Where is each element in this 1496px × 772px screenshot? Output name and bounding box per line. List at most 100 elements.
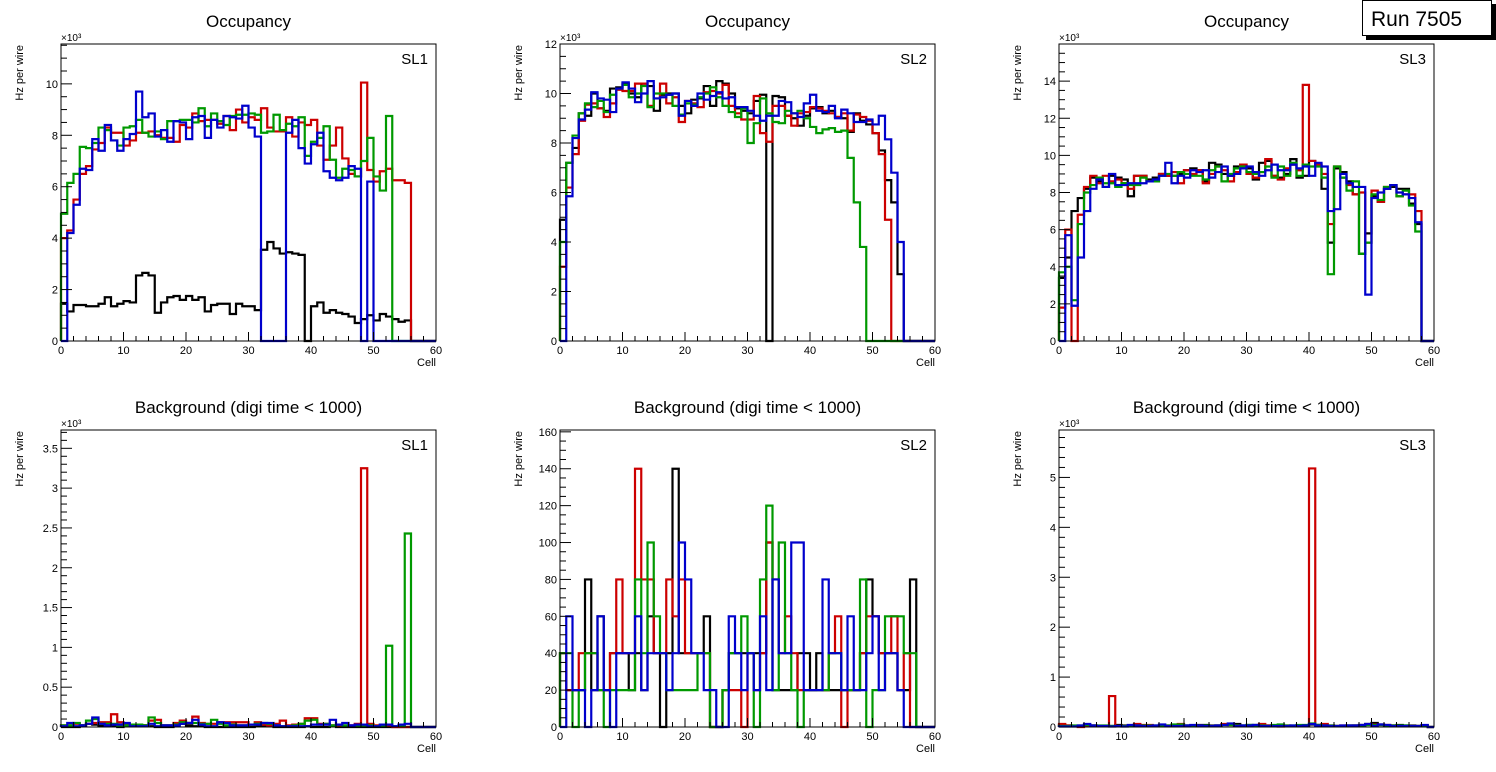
y-tick-label: 8 [551, 138, 557, 150]
y-tick-label: 140 [539, 464, 557, 476]
y-tick-label: 5 [1050, 472, 1056, 484]
y-tick-label: 3.5 [43, 443, 58, 455]
x-tick-label: 10 [1115, 345, 1127, 357]
x-tick-label: 50 [1365, 345, 1377, 357]
y-tick-label: 10 [46, 79, 58, 91]
histogram-series-blue [61, 90, 436, 343]
panel-occ-sl2: Occupancy 0 10 20 30 40 50 60 0 2 4 6 8 10 12×10³ Cell H… [513, 12, 941, 369]
y-axis-label: Hz per wire [1012, 45, 1024, 101]
y-axis-label: Hz per wire [513, 45, 525, 101]
y-axis-label: Hz per wire [513, 431, 525, 487]
x-axis-label: Cell [916, 357, 935, 369]
y-tick-label: 12 [1044, 113, 1056, 125]
panel-occ-sl1: Occupancy 0 10 20 30 40 50 60 0 2 4 6 8 10 ×10³ Cell Hz … [14, 12, 442, 369]
x-tick-label: 0 [557, 731, 563, 743]
y-tick-label: 0.5 [43, 682, 58, 694]
x-tick-label: 20 [180, 731, 192, 743]
y-tick-label: 4 [1050, 522, 1056, 534]
x-tick-label: 20 [1178, 345, 1190, 357]
x-tick-label: 10 [616, 345, 628, 357]
x-tick-label: 60 [1428, 345, 1440, 357]
x-tick-label: 0 [1056, 345, 1062, 357]
plot-frame [60, 43, 437, 342]
x-tick-label: 10 [1115, 731, 1127, 743]
y-tick-label: 40 [545, 648, 557, 660]
x-tick-label: 10 [117, 345, 129, 357]
y-tick-label: 2 [1050, 622, 1056, 634]
y-tick-label: 2 [1050, 299, 1056, 311]
x-tick-label: 50 [866, 731, 878, 743]
x-axis-label: Cell [1415, 357, 1434, 369]
x-tick-label: 0 [58, 731, 64, 743]
y-tick-label: 3 [52, 483, 58, 495]
plot-title: Background (digi time < 1000) [634, 398, 861, 417]
histogram-series-blue [560, 80, 935, 343]
y-tick-label: 0 [52, 722, 58, 734]
histogram-series-blue [1059, 161, 1434, 343]
y-axis-multiplier: ×10³ [1059, 419, 1080, 430]
y-tick-label: 0 [52, 336, 58, 348]
y-tick-label: 8 [1050, 188, 1056, 200]
x-tick-label: 10 [616, 731, 628, 743]
x-tick-label: 30 [242, 731, 254, 743]
superlayer-label: SL2 [900, 51, 927, 68]
x-axis-label: Cell [916, 743, 935, 755]
histogram-series-red [59, 467, 436, 729]
x-tick-label: 40 [804, 731, 816, 743]
x-tick-label: 40 [305, 345, 317, 357]
panel-bg-sl3: Background (digi time < 1000)0 10 20 30 40 50… [1012, 398, 1440, 755]
histogram-series-red [1057, 467, 1434, 729]
y-axis-multiplier: ×10³ [1059, 33, 1080, 44]
x-tick-label: 60 [430, 731, 442, 743]
plot-title: Background (digi time < 1000) [1133, 398, 1360, 417]
x-tick-label: 40 [305, 731, 317, 743]
x-tick-label: 40 [804, 345, 816, 357]
superlayer-label: SL1 [401, 51, 428, 68]
panel-occ-sl3: Occupancy 0 10 20 30 40 50 60 0 2 4 6 8 10 12 14 ×10³ Cel… [1012, 12, 1440, 369]
y-tick-label: 4 [52, 233, 58, 245]
histogram-series-black [59, 240, 436, 343]
y-tick-label: 80 [545, 574, 557, 586]
y-tick-label: 0 [1050, 722, 1056, 734]
plot-frame [60, 429, 437, 728]
x-tick-label: 40 [1303, 731, 1315, 743]
x-tick-label: 0 [557, 345, 563, 357]
y-tick-label: 2 [52, 563, 58, 575]
plot-title: Occupancy [206, 12, 292, 31]
x-tick-label: 30 [242, 345, 254, 357]
y-tick-label: 1 [52, 642, 58, 654]
y-tick-label: 8 [52, 130, 58, 142]
superlayer-label: SL3 [1399, 51, 1426, 68]
y-tick-label: 60 [545, 611, 557, 623]
plot-title: Occupancy [1204, 12, 1290, 31]
y-tick-label: 6 [1050, 225, 1056, 237]
plot-title: Background (digi time < 1000) [135, 398, 362, 417]
x-tick-label: 0 [58, 345, 64, 357]
y-tick-label: 0 [1050, 336, 1056, 348]
y-tick-label: 1.5 [43, 603, 58, 615]
x-axis-label: Cell [417, 743, 436, 755]
superlayer-label: SL2 [900, 437, 927, 454]
y-tick-label: 4 [1050, 262, 1056, 274]
y-tick-label: 120 [539, 501, 557, 513]
y-tick-label: 160 [539, 427, 557, 439]
y-axis-label: Hz per wire [14, 45, 26, 101]
histogram-series-blue [560, 541, 935, 729]
x-tick-label: 20 [180, 345, 192, 357]
plot-title: Occupancy [705, 12, 791, 31]
panel-bg-sl1: Background (digi time < 1000)0 10 20 30 40 50… [14, 398, 442, 755]
y-tick-label: 6 [551, 188, 557, 200]
histogram-series-green [59, 532, 436, 729]
x-tick-label: 50 [367, 345, 379, 357]
y-tick-label: 2.5 [43, 523, 58, 535]
y-tick-label: 10 [545, 89, 557, 101]
histogram-series-red [59, 81, 436, 343]
x-tick-label: 50 [367, 731, 379, 743]
run-label: Run 7505 [1362, 0, 1492, 36]
y-axis-label: Hz per wire [1012, 431, 1024, 487]
x-tick-label: 30 [1240, 731, 1252, 743]
x-tick-label: 50 [1365, 731, 1377, 743]
panel-bg-sl2: Background (digi time < 1000) 0 10 20 30 40 50… [513, 398, 941, 755]
x-tick-label: 10 [117, 731, 129, 743]
x-tick-label: 60 [929, 731, 941, 743]
